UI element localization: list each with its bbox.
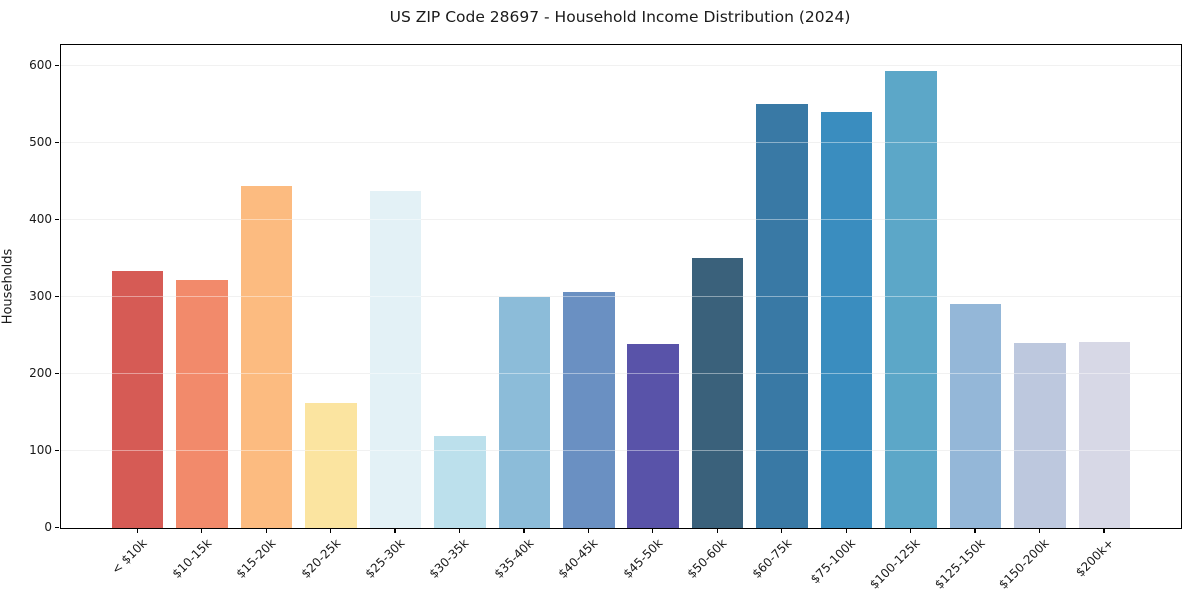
x-tick-label: $75-100k — [808, 536, 859, 587]
x-tick-mark — [716, 529, 718, 533]
y-tick-mark — [55, 449, 59, 452]
bar-125-150k — [949, 303, 1002, 528]
x-tick-mark — [394, 529, 396, 533]
bar-150-200k — [1014, 343, 1066, 528]
y-tick-label: 400 — [29, 211, 52, 226]
y-tick-label: 200 — [29, 365, 52, 380]
x-tick-label: $200k+ — [1072, 536, 1117, 580]
bar-10-15k — [176, 279, 228, 528]
y-tick-label: 500 — [29, 134, 52, 149]
x-tick-mark — [974, 529, 976, 533]
gridline-y-500 — [61, 141, 1181, 143]
x-tick-mark — [201, 529, 203, 533]
x-tick-mark — [909, 529, 912, 533]
gridline-y-300 — [61, 295, 1181, 297]
x-tick-mark — [845, 529, 847, 533]
bar-20-25k — [305, 403, 357, 528]
bar-75-100k — [820, 112, 873, 528]
y-tick-mark — [55, 527, 59, 529]
bar-30-35k — [434, 435, 486, 528]
bar-100-125k — [885, 71, 937, 528]
x-tick-label: < $10k — [108, 536, 150, 577]
x-tick-mark — [1038, 529, 1041, 533]
x-tick-label: $50-60k — [684, 536, 730, 581]
x-tick-label: $15-20k — [233, 536, 279, 581]
x-tick-label: $60-75k — [749, 536, 794, 581]
bar-10k — [111, 270, 164, 528]
x-tick-mark — [136, 529, 138, 533]
gridline-overlay-y-500 — [61, 141, 1181, 143]
x-tick-label: $25-30k — [362, 536, 408, 581]
x-tick-label: $30-35k — [426, 536, 472, 581]
x-tick-label: $10-15k — [169, 536, 215, 581]
x-tick-mark — [265, 529, 267, 533]
bar-15-20k — [240, 185, 293, 528]
x-tick-mark — [523, 529, 525, 533]
x-tick-mark — [652, 529, 654, 533]
gridline-overlay-y-600 — [61, 64, 1181, 66]
x-tick-mark — [458, 529, 461, 533]
bar-25-30k — [369, 191, 422, 528]
chart-title: US ZIP Code 28697 - Household Income Dis… — [389, 8, 851, 26]
bar-35-40k — [498, 296, 551, 528]
x-tick-label: $100-125k — [867, 536, 923, 590]
y-tick-label: 100 — [29, 442, 52, 457]
bar-60-75k — [756, 103, 808, 528]
x-tick-label: $40-45k — [555, 536, 601, 581]
bar-45-50k — [627, 343, 679, 528]
gridline-y-400 — [61, 218, 1181, 220]
x-tick-mark — [781, 529, 783, 533]
x-tick-label: $125-150k — [931, 536, 988, 590]
gridline-y-200 — [61, 372, 1181, 374]
x-tick-label: $35-40k — [491, 536, 537, 581]
x-tick-label: $20-25k — [298, 536, 343, 581]
x-tick-mark — [587, 529, 589, 533]
x-tick-mark — [330, 529, 332, 533]
x-tick-mark — [1103, 529, 1105, 533]
y-tick-mark — [55, 372, 59, 375]
plot-area — [60, 44, 1182, 529]
x-tick-label: $45-50k — [620, 536, 666, 581]
gridline-overlay-y-200 — [61, 372, 1181, 374]
gridline-y-100 — [61, 449, 1181, 451]
gridline-overlay-y-400 — [61, 218, 1181, 220]
bar-50-60k — [691, 258, 744, 528]
y-tick-mark — [55, 295, 59, 298]
gridline-y-600 — [61, 64, 1181, 66]
x-tick-label: $150-200k — [996, 536, 1052, 590]
y-tick-mark — [55, 64, 59, 66]
gridline-overlay-y-100 — [61, 449, 1181, 451]
bar-40-45k — [563, 292, 615, 528]
y-tick-mark — [55, 218, 59, 221]
y-tick-mark — [55, 141, 59, 144]
y-tick-label: 0 — [44, 520, 52, 534]
y-tick-label: 600 — [29, 57, 52, 72]
gridline-overlay-y-300 — [61, 295, 1181, 297]
bar-200k — [1078, 342, 1131, 528]
y-axis-label: Households — [0, 248, 16, 325]
y-tick-label: 300 — [29, 288, 52, 303]
